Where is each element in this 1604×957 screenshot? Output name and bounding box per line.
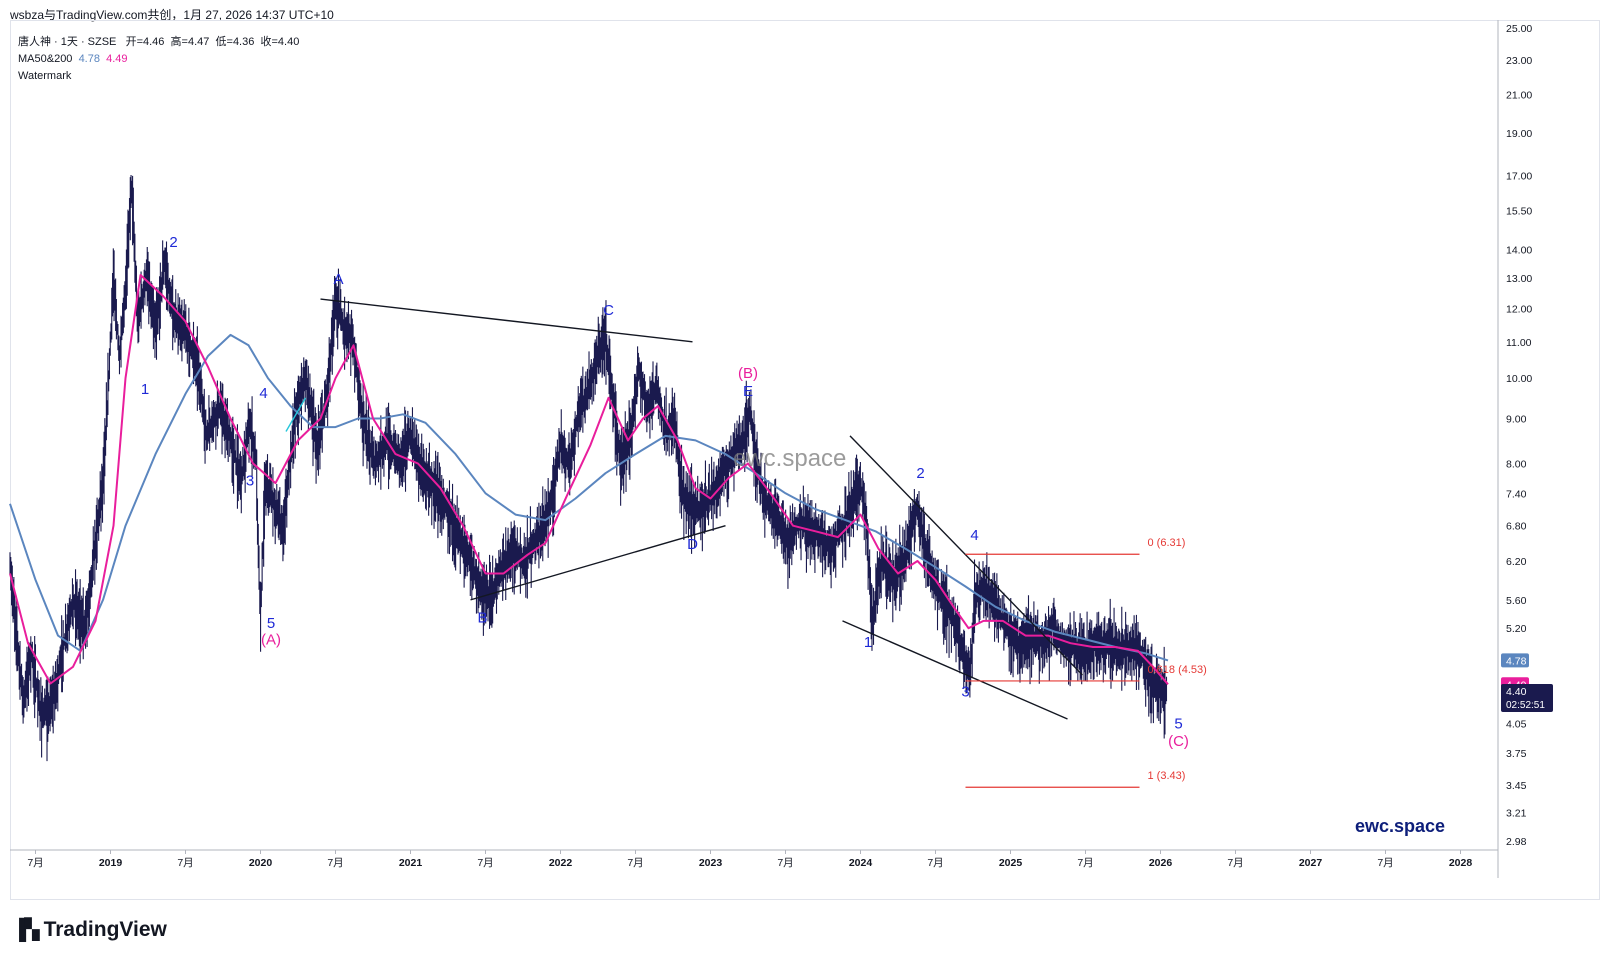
watermark-text: ewc.space bbox=[733, 445, 846, 472]
wave-label: A bbox=[333, 271, 343, 288]
x-tick-label: 7月 bbox=[777, 857, 793, 869]
wave-label: C bbox=[603, 302, 614, 319]
x-tick-label: 7月 bbox=[927, 857, 943, 869]
x-tick-label: 2020 bbox=[249, 857, 273, 869]
wave-label: (B) bbox=[738, 365, 758, 382]
y-tick-label: 9.00 bbox=[1506, 414, 1527, 426]
ma-pink-line[interactable] bbox=[9, 274, 1169, 685]
y-tick-label: 21.00 bbox=[1506, 90, 1532, 102]
chart-legend: 唐人神 · 1天 · SZSE 开=4.46 高=4.47 低=4.36 收=4… bbox=[18, 34, 299, 85]
y-tick-label: 17.00 bbox=[1506, 170, 1532, 182]
chart-frame bbox=[10, 20, 1600, 900]
y-tick-label: 23.00 bbox=[1506, 55, 1532, 67]
legend-ma-label: MA50&200 bbox=[18, 53, 73, 65]
wave-label: 2 bbox=[916, 465, 924, 482]
y-tick-label: 11.00 bbox=[1506, 337, 1532, 349]
tradingview-brand: TradingView bbox=[43, 917, 167, 941]
y-tick-label: 7.40 bbox=[1506, 488, 1527, 500]
wave-label: 5 bbox=[267, 615, 275, 632]
legend-ma200-value: 4.49 bbox=[106, 53, 128, 65]
y-tick-label: 3.45 bbox=[1506, 780, 1527, 792]
y-tick-label: 6.20 bbox=[1506, 556, 1527, 568]
brand-watermark: ewc.space bbox=[1355, 816, 1445, 836]
x-tick-label: 2022 bbox=[549, 857, 573, 869]
wave-label: 2 bbox=[169, 234, 177, 251]
y-tick-label: 3.75 bbox=[1506, 748, 1527, 760]
x-tick-label: 2024 bbox=[849, 857, 873, 869]
trendline[interactable] bbox=[320, 298, 693, 343]
x-tick-label: 2026 bbox=[1149, 857, 1173, 869]
x-tick-label: 2028 bbox=[1449, 857, 1473, 869]
trendline[interactable] bbox=[470, 524, 726, 601]
x-tick-label: 2027 bbox=[1299, 857, 1323, 869]
fib-level-label: 0 (6.31) bbox=[1148, 537, 1186, 549]
wave-label: B bbox=[477, 609, 487, 626]
x-tick-label: 2023 bbox=[699, 857, 723, 869]
y-tick-label: 4.05 bbox=[1506, 719, 1527, 731]
legend-watermark-label[interactable]: Watermark bbox=[18, 70, 72, 82]
chart-header: wsbza与TradingView.com共创，1月 27, 2026 14:3… bbox=[10, 8, 334, 22]
wave-label: (C) bbox=[1168, 733, 1189, 750]
tradingview-logo[interactable]: ▐▚ TradingView bbox=[12, 917, 167, 942]
y-tick-label: 15.50 bbox=[1506, 206, 1532, 218]
trendline[interactable] bbox=[842, 620, 1068, 720]
x-tick-label: 7月 bbox=[327, 857, 343, 869]
x-tick-label: 7月 bbox=[1227, 857, 1243, 869]
y-tick-label: 12.00 bbox=[1506, 304, 1532, 316]
legend-ma-row[interactable]: MA50&200 4.78 4.49 bbox=[18, 51, 299, 68]
x-tick-label: 7月 bbox=[1077, 857, 1093, 869]
tradingview-logo-icon: ▐▚ bbox=[12, 919, 40, 941]
x-tick-label: 7月 bbox=[177, 857, 193, 869]
wave-label: 5 bbox=[1174, 715, 1182, 732]
x-tick-label: 2019 bbox=[99, 857, 123, 869]
y-tick-label: 19.00 bbox=[1506, 128, 1532, 140]
trendline[interactable] bbox=[849, 435, 1084, 676]
wave-label: D bbox=[687, 536, 698, 553]
y-tick-label: 25.00 bbox=[1506, 23, 1532, 35]
wave-label: E bbox=[743, 383, 753, 400]
price-box-countdown: 02:52:51 bbox=[1506, 700, 1545, 711]
wave-label: 4 bbox=[259, 385, 267, 402]
legend-ma50-value: 4.78 bbox=[78, 53, 100, 65]
legend-open: 开=4.46 bbox=[125, 36, 165, 48]
y-tick-label: 8.00 bbox=[1506, 459, 1527, 471]
wave-label: 3 bbox=[961, 683, 969, 700]
y-tick-label: 3.21 bbox=[1506, 808, 1527, 820]
fib-level-label: 1 (3.43) bbox=[1148, 770, 1186, 782]
x-tick-label: 2021 bbox=[399, 857, 423, 869]
x-tick-label: 7月 bbox=[27, 857, 43, 869]
legend-symbol[interactable]: 唐人神 · 1天 · SZSE bbox=[18, 36, 117, 48]
y-tick-label: 6.80 bbox=[1506, 521, 1527, 533]
wave-label: 3 bbox=[246, 473, 254, 490]
price-box bbox=[1501, 653, 1529, 668]
legend-high: 高=4.47 bbox=[170, 36, 210, 48]
fib-level-label: 0.618 (4.53) bbox=[1148, 664, 1207, 676]
x-tick-label: 2025 bbox=[999, 857, 1023, 869]
candlestick-bars[interactable] bbox=[9, 175, 1168, 762]
y-tick-label: 5.20 bbox=[1506, 623, 1527, 635]
y-tick-label: 2.98 bbox=[1506, 836, 1527, 848]
x-tick-label: 7月 bbox=[627, 857, 643, 869]
wave-label: 4 bbox=[970, 527, 978, 544]
wave-label: (A) bbox=[261, 632, 281, 649]
legend-close: 收=4.40 bbox=[260, 36, 300, 48]
y-tick-label: 14.00 bbox=[1506, 245, 1532, 257]
y-tick-label: 13.00 bbox=[1506, 273, 1532, 285]
price-box bbox=[1501, 684, 1553, 713]
wave-label: 1 bbox=[141, 381, 149, 398]
y-tick-label: 10.00 bbox=[1506, 373, 1532, 385]
price-box-value: 4.78 bbox=[1506, 655, 1527, 667]
x-tick-label: 7月 bbox=[477, 857, 493, 869]
legend-low: 低=4.36 bbox=[215, 36, 255, 48]
ma-blue-line[interactable] bbox=[9, 333, 1169, 662]
trendline[interactable] bbox=[285, 397, 307, 432]
x-tick-label: 7月 bbox=[1377, 857, 1393, 869]
wave-label: 1 bbox=[864, 634, 872, 651]
y-tick-label: 5.60 bbox=[1506, 595, 1527, 607]
legend-symbol-row: 唐人神 · 1天 · SZSE 开=4.46 高=4.47 低=4.36 收=4… bbox=[18, 34, 299, 51]
price-box-value: 4.40 bbox=[1506, 686, 1527, 698]
